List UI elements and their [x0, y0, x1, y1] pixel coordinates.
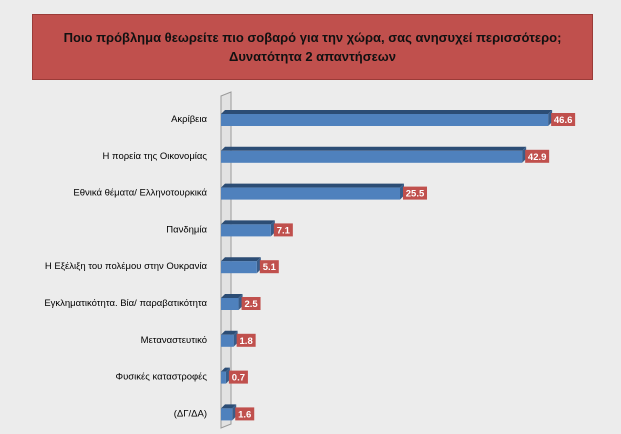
- bar-top-face: [221, 183, 405, 188]
- bar-top-face: [221, 220, 275, 225]
- bar-group: [221, 330, 238, 347]
- bar-group: [221, 183, 405, 200]
- value-label: 46.6: [554, 115, 573, 126]
- bar-top-face: [221, 110, 553, 114]
- value-label: 25.5: [406, 189, 425, 200]
- value-label: 42.9: [528, 152, 547, 163]
- value-label-box: [241, 297, 261, 310]
- value-label-box: [525, 149, 550, 163]
- category-label: Πανδημία: [166, 224, 207, 235]
- bar: [221, 224, 271, 237]
- bar-group: [221, 404, 237, 421]
- value-label-box: [235, 407, 255, 421]
- bar: [221, 187, 401, 200]
- bar: [221, 298, 239, 310]
- value-label: 7.1: [277, 225, 291, 236]
- bar: [221, 261, 257, 274]
- value-label-box: [403, 186, 428, 200]
- value-label: 1.6: [238, 409, 251, 420]
- bar-group: [221, 110, 553, 126]
- value-label-box: [228, 370, 248, 384]
- category-label: (ΔΓ/ΔΑ): [174, 408, 207, 419]
- bar: [221, 408, 233, 421]
- value-label: 0.7: [232, 373, 245, 384]
- category-label: Ακρίβεια: [171, 114, 207, 125]
- chart-title-line-1: Ποιο πρόβλημα θεωρείτε πιο σοβαρό για τη…: [63, 30, 562, 45]
- chart-title-line-2: Δυνατότητα 2 απαντήσεων: [229, 49, 396, 64]
- bar-group: [221, 146, 527, 163]
- value-label-box: [273, 223, 293, 237]
- bar: [221, 114, 549, 126]
- category-label: Μεταναστευτικό: [141, 335, 207, 346]
- category-label: Η Εξέλιξη του πολέμου στην Ουκρανία: [45, 261, 208, 272]
- bar: [221, 150, 523, 163]
- bar-top-face: [221, 330, 238, 335]
- value-label: 1.8: [240, 336, 253, 347]
- bar-group: [221, 257, 261, 274]
- value-label-box: [236, 333, 256, 347]
- bar: [221, 334, 234, 347]
- bar-top-face: [221, 257, 261, 262]
- value-label: 5.1: [263, 262, 277, 273]
- value-label-box: [259, 260, 279, 274]
- bar-top-face: [221, 294, 243, 298]
- category-label: Εθνικά θέματα/ Ελληνοτουρκικά: [73, 188, 207, 199]
- bar-group: [221, 220, 275, 237]
- bar-group: [221, 294, 243, 310]
- category-label: Φυσικές καταστροφές: [116, 372, 208, 383]
- category-label: Εγκληματικότητα. Βία/ παραβατικότητα: [44, 298, 207, 309]
- bar-top-face: [221, 367, 230, 372]
- bar-top-face: [221, 146, 527, 151]
- value-label-box: [551, 113, 576, 126]
- value-label: 2.5: [244, 299, 258, 310]
- bar: [221, 371, 226, 384]
- category-label: Η πορεία της Οικονομίας: [103, 151, 208, 162]
- bar-top-face: [221, 404, 237, 409]
- chart-title-box: Ποιο πρόβλημα θεωρείτε πιο σοβαρό για τη…: [32, 14, 593, 80]
